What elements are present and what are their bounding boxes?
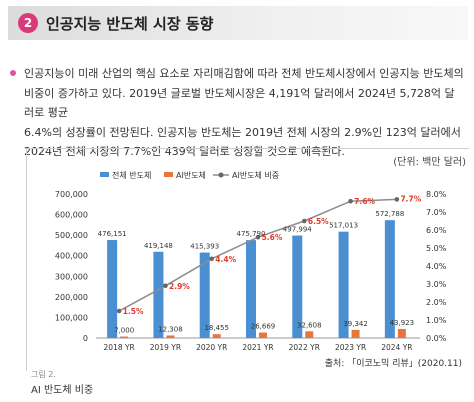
bar-total-label: 497,994: [283, 226, 312, 234]
ratio-label: 6.5%: [308, 217, 329, 226]
bar-ai-label: 39,342: [343, 320, 368, 328]
ratio-label: 5.6%: [262, 233, 283, 242]
y-right-tick-label: 1.0%: [426, 316, 447, 325]
chart-axes: 0 100,000 200,000 300,000 400,000 500,000 600,…: [55, 190, 447, 352]
paragraph-line: 인공지능이 미래 산업의 핵심 요소로 자리매김함에 따라 전체 반도체시장에서…: [24, 67, 464, 80]
chart-labels: 476,151 7,000 419,148 12,308 415,393 18,455 47…: [98, 194, 422, 334]
bar-ai-label: 26,669: [251, 323, 276, 331]
x-tick-label: 2018 YR: [104, 343, 135, 352]
bar-ai: [397, 328, 406, 338]
ratio-point: [348, 198, 353, 204]
chart-bars: [107, 220, 406, 338]
bar-total: [338, 231, 349, 338]
ratio-label: 2.9%: [169, 282, 190, 291]
y-left-tick-label: 200,000: [55, 293, 88, 302]
legend-swatch-ai: [164, 172, 173, 177]
bar-total-label: 415,393: [190, 243, 219, 251]
ratio-point: [301, 218, 307, 224]
legend-label-ai: AI반도체: [176, 170, 206, 180]
bar-total-label: 475,790: [237, 230, 266, 238]
ratio-label: 7.6%: [354, 197, 375, 206]
y-right-tick-label: 3.0%: [426, 280, 447, 289]
y-left-tick-label: 100,000: [55, 313, 88, 322]
figure-number: 그림 2.: [31, 370, 56, 379]
x-tick-label: 2024 YR: [381, 343, 412, 352]
legend-label-ratio: AI반도체 비중: [232, 170, 279, 180]
y-right-tick-label: 7.0%: [426, 208, 447, 217]
ratio-point: [116, 308, 122, 314]
unit-label: (단위: 백만 달러): [393, 157, 466, 168]
x-tick-label: 2020 YR: [196, 343, 227, 352]
ratio-label: 4.4%: [215, 255, 236, 264]
bar-total-label: 476,151: [98, 230, 127, 238]
y-left-tick-label: 300,000: [55, 272, 88, 281]
figure-frame: [26, 148, 469, 371]
bar-ai: [305, 331, 314, 338]
ratio-label: 7.7%: [400, 194, 421, 203]
y-left-tick-label: 400,000: [55, 252, 88, 261]
bar-total-label: 572,788: [375, 210, 404, 218]
y-right-tick-label: 4.0%: [426, 262, 447, 271]
y-right-tick-label: 2.0%: [426, 298, 447, 307]
paragraph-line: 비중이 증가하고 있다. 2019년 글로벌 반도체시장은 4,191억 달러에…: [24, 86, 455, 120]
chart-legend: 전체 반도체 AI반도체 AI반도체 비중: [100, 170, 279, 180]
legend-swatch-total: [100, 172, 109, 177]
y-left-tick-label: 0: [83, 334, 88, 343]
bar-total: [246, 240, 256, 338]
ratio-point: [163, 283, 168, 289]
section-title: 인공지능 반도체 시장 동향: [46, 15, 214, 33]
bar-ai-label: 18,455: [204, 324, 229, 332]
x-tick-label: 2022 YR: [289, 343, 320, 352]
y-left-tick-label: 700,000: [55, 190, 88, 199]
bar-ai: [212, 334, 221, 338]
x-tick-label: 2021 YR: [242, 343, 273, 352]
y-left-tick-label: 500,000: [55, 231, 88, 240]
x-tick-label: 2019 YR: [150, 343, 181, 352]
bar-total: [292, 235, 303, 338]
bar-ai-label: 43,923: [390, 319, 415, 327]
bar-ai: [259, 332, 267, 338]
bar-ai-label: 7,000: [114, 327, 134, 335]
chart-ratio-line: [116, 197, 400, 314]
bullet-icon: [10, 70, 16, 76]
bar-ai-label: 32,608: [297, 321, 322, 329]
bar-total-label: 517,013: [329, 222, 358, 230]
ratio-point: [209, 256, 215, 262]
ratio-label: 1.5%: [123, 307, 144, 316]
bar-total: [199, 252, 210, 338]
legend-marker-ratio: [218, 172, 224, 178]
legend-label-total: 전체 반도체: [112, 170, 151, 180]
y-right-tick-label: 5.0%: [426, 244, 447, 253]
figure-caption: AI 반도체 비중: [31, 385, 94, 396]
bar-ai: [351, 329, 360, 338]
bar-ai: [120, 336, 129, 338]
paragraph-line: 6.4%의 성장률이 전망된다. 인공지능 반도체는 2019년 전체 시장의 …: [24, 125, 461, 139]
x-tick-label: 2023 YR: [335, 343, 366, 352]
bar-ai: [166, 335, 175, 338]
y-right-tick-label: 8.0%: [426, 190, 447, 199]
y-right-tick-label: 0.0%: [426, 334, 447, 343]
bar-total: [107, 240, 118, 338]
y-left-tick-label: 600,000: [55, 211, 88, 220]
bar-total: [153, 251, 164, 338]
ratio-point: [394, 197, 400, 202]
y-right-tick-label: 6.0%: [426, 226, 447, 235]
bar-ai-label: 12,308: [158, 325, 183, 333]
bar-total: [384, 220, 395, 338]
section-header: 2 인공지능 반도체 시장 동향: [8, 6, 468, 40]
body-paragraph: 인공지능이 미래 산업의 핵심 요소로 자리매김함에 따라 전체 반도체시장에서…: [24, 64, 464, 162]
source-note: 출처: 「이코노믹 리뷰」(2020.11): [324, 359, 462, 369]
section-number-badge: 2: [18, 13, 38, 33]
ratio-point: [255, 234, 261, 240]
bar-total-label: 419,148: [144, 242, 173, 250]
